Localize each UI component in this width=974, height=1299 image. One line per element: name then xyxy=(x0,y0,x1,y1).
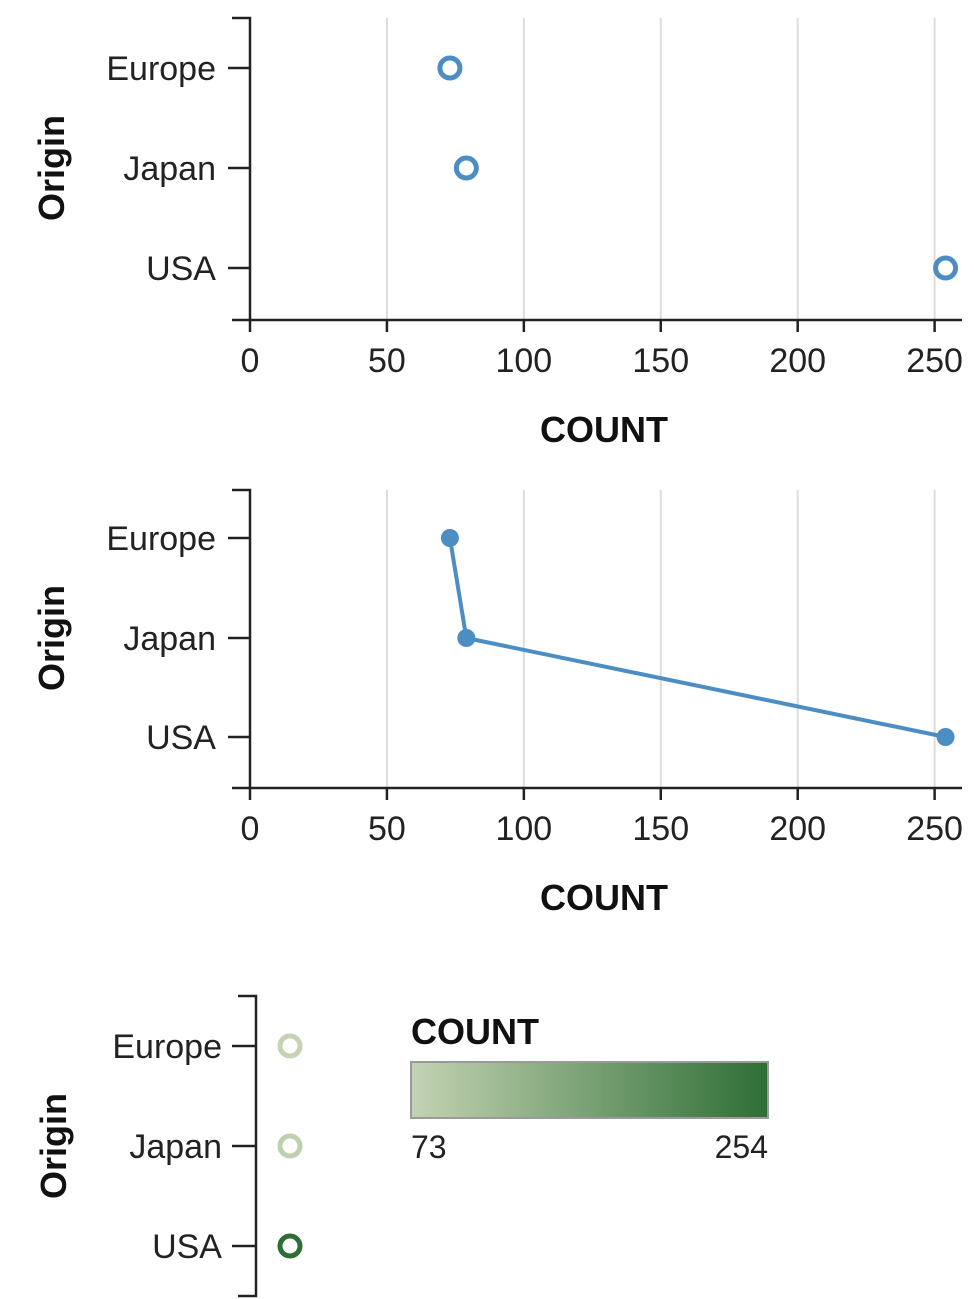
point-europe xyxy=(437,55,463,81)
legend-min-label: 73 xyxy=(411,1129,447,1165)
y-tick-labels: Europe Japan USA xyxy=(112,1028,222,1266)
x-gridlines xyxy=(385,18,936,320)
x-tick-label-50: 50 xyxy=(368,810,406,848)
point-europe xyxy=(277,1033,303,1059)
point-japan xyxy=(457,629,476,647)
data-line xyxy=(440,529,955,746)
x-tick-label-50: 50 xyxy=(368,342,406,380)
point-europe xyxy=(440,529,459,547)
legend-title: COUNT xyxy=(411,1011,539,1052)
x-axis-title: COUNT xyxy=(540,877,668,918)
x-tick-label-100: 100 xyxy=(495,810,552,848)
y-tick-label-usa: USA xyxy=(146,719,216,757)
x-tick-label-150: 150 xyxy=(632,810,689,848)
y-tick-label-japan: Japan xyxy=(123,620,216,658)
y-tick-label-japan: Japan xyxy=(129,1128,222,1166)
y-tick-labels: Europe Japan USA xyxy=(106,520,216,757)
color-strip-chart: Europe Japan USA Origin COUNT 73 254 xyxy=(33,994,769,1298)
y-tick-label-usa: USA xyxy=(152,1228,222,1266)
y-tick-label-europe: Europe xyxy=(106,50,216,88)
point-usa xyxy=(277,1233,303,1259)
y-tick-label-usa: USA xyxy=(146,250,216,288)
color-legend: COUNT 73 254 xyxy=(410,1011,769,1165)
axes xyxy=(228,488,962,800)
y-axis-title: Origin xyxy=(31,115,72,221)
axes xyxy=(232,994,258,1298)
axes xyxy=(228,16,962,332)
y-axis-line xyxy=(232,488,252,788)
legend-gradient-bar xyxy=(410,1061,769,1119)
x-tick-label-100: 100 xyxy=(495,342,552,380)
x-tick-label-200: 200 xyxy=(769,342,826,380)
x-tick-label-0: 0 xyxy=(241,810,260,848)
x-tick-labels: 0 50 100 150 200 250 xyxy=(241,342,963,380)
x-tick-label-250: 250 xyxy=(906,810,963,848)
y-tick-label-japan: Japan xyxy=(123,150,216,188)
x-tick-labels: 0 50 100 150 200 250 xyxy=(241,810,963,848)
legend-max-label: 254 xyxy=(715,1129,768,1165)
x-axis-title: COUNT xyxy=(540,409,668,450)
point-japan xyxy=(277,1133,303,1159)
y-tick-label-europe: Europe xyxy=(106,520,216,558)
y-tick-labels: Europe Japan USA xyxy=(106,50,216,288)
line-chart: Europe Japan USA 0 50 100 150 200 250 COUNT Ori… xyxy=(31,488,963,918)
x-gridlines xyxy=(385,490,936,788)
data-points xyxy=(437,55,959,281)
data-points xyxy=(277,1033,303,1259)
y-axis-line xyxy=(232,16,252,320)
x-tick-label-250: 250 xyxy=(906,342,963,380)
point-usa xyxy=(936,728,955,746)
point-usa xyxy=(933,255,959,281)
y-axis-title: Origin xyxy=(31,585,72,691)
point-japan xyxy=(453,155,479,181)
x-tick-label-200: 200 xyxy=(769,810,826,848)
y-tick-label-europe: Europe xyxy=(112,1028,222,1066)
x-tick-label-0: 0 xyxy=(241,342,260,380)
y-axis-title: Origin xyxy=(33,1093,74,1199)
scatter-chart: Europe Japan USA 0 50 100 150 200 250 COUNT Ori… xyxy=(31,16,963,450)
x-tick-label-150: 150 xyxy=(632,342,689,380)
